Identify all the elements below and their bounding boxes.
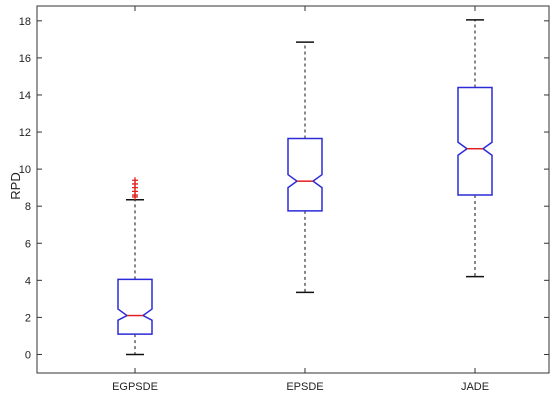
x-tick-label: EPSDE <box>286 381 323 393</box>
x-tick-label: EGPSDE <box>112 381 158 393</box>
outlier-point <box>132 177 138 184</box>
axes: 0 2 4 6 8 10 12 14 16 18 EGPSDE EPSDE JADE <box>19 5 550 393</box>
y-tick-label: 10 <box>19 164 31 176</box>
y-tick-label: 6 <box>25 238 31 250</box>
y-tick-label: 18 <box>19 16 31 28</box>
box-epsde <box>287 137 323 212</box>
x-tick-label: JADE <box>461 381 489 393</box>
y-tick-label: 8 <box>25 201 31 213</box>
y-tick-label: 12 <box>19 127 31 139</box>
plot-marks <box>117 19 493 356</box>
y-tick-label: 0 <box>25 349 31 361</box>
plot-frame <box>36 5 550 374</box>
y-axis-label: RPD <box>8 172 23 199</box>
box-jade <box>457 86 493 196</box>
box-egpsde <box>117 278 153 335</box>
y-tick-label: 2 <box>25 312 31 324</box>
y-tick-label: 14 <box>19 90 31 102</box>
y-tick-label: 4 <box>25 275 31 287</box>
y-tick-label: 16 <box>19 53 31 65</box>
